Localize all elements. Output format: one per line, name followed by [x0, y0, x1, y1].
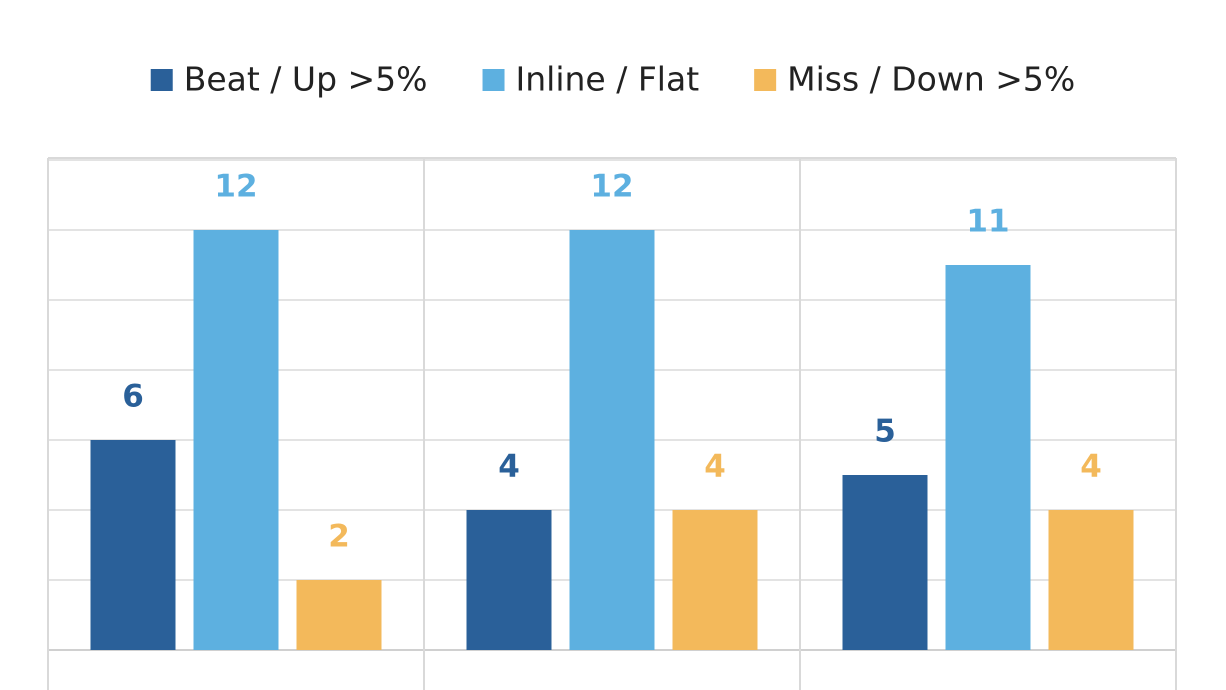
bar — [1048, 510, 1134, 650]
value-label: 4 — [1080, 449, 1102, 485]
bar — [466, 510, 552, 650]
bar — [569, 230, 655, 650]
legend-swatch — [754, 69, 777, 91]
legend-swatch — [150, 69, 173, 91]
value-label: 11 — [966, 204, 1009, 240]
value-label: 4 — [498, 449, 520, 485]
value-label: 12 — [214, 169, 257, 205]
bar — [193, 230, 279, 650]
value-label: 4 — [704, 449, 726, 485]
value-label: 2 — [328, 519, 350, 555]
legend-text: Beat / Up >5% — [184, 60, 428, 99]
value-label: 12 — [590, 169, 633, 205]
bar — [672, 510, 758, 650]
legend-swatch — [482, 69, 505, 91]
value-label: 6 — [122, 379, 144, 415]
value-label: 5 — [874, 414, 896, 450]
bar — [945, 265, 1031, 650]
bar — [296, 580, 382, 650]
bar — [90, 440, 176, 650]
bar — [842, 475, 928, 650]
legend-text: Miss / Down >5% — [787, 60, 1075, 99]
legend-text: Inline / Flat — [516, 60, 700, 99]
